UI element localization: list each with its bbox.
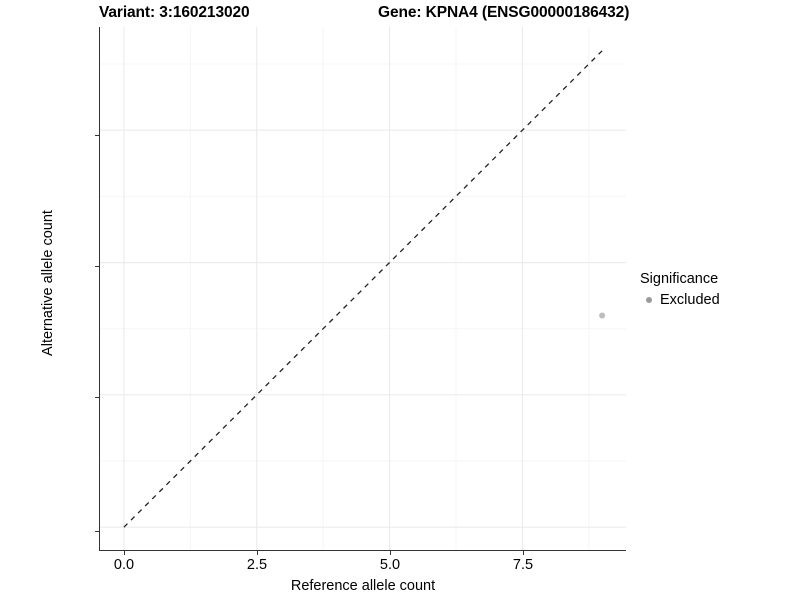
y-axis-line	[99, 27, 101, 551]
legend-items: Excluded	[640, 289, 795, 311]
y-tick-mark	[95, 531, 99, 533]
x-tick-label: 0.0	[113, 557, 135, 573]
x-tick-label: 5.0	[379, 557, 401, 573]
plot-svg	[100, 27, 626, 551]
scatter-points	[599, 312, 606, 319]
legend-dot-icon	[646, 297, 652, 303]
legend: Significance Excluded	[640, 270, 795, 311]
y-tick-mark	[95, 397, 99, 399]
plot-panel	[100, 27, 626, 551]
legend-item[interactable]: Excluded	[640, 289, 795, 311]
identity-reference-line	[123, 50, 603, 528]
legend-item-label: Excluded	[660, 292, 720, 308]
variant-title: Variant: 3:160213020	[99, 4, 250, 21]
minor-gridlines	[100, 27, 626, 551]
legend-title: Significance	[640, 271, 719, 287]
x-tick-label: 2.5	[246, 557, 268, 573]
x-tick-label: 7.5	[512, 557, 534, 573]
legend-key-swatch	[640, 291, 658, 309]
chart-title-row: Variant: 3:160213020 Gene: KPNA4 (ENSG00…	[0, 4, 800, 28]
x-tick-mark	[390, 551, 392, 555]
x-tick-mark	[523, 551, 525, 555]
major-gridlines	[100, 27, 626, 551]
x-tick-mark	[257, 551, 259, 555]
y-tick-mark	[95, 135, 99, 137]
y-tick-mark	[95, 266, 99, 268]
x-axis-line	[99, 550, 626, 552]
scatter-point[interactable]	[599, 312, 606, 319]
y-axis-ticks: 7.55.02.50.0	[0, 0, 99, 600]
x-axis-label: Reference allele count	[290, 578, 436, 594]
gene-title: Gene: KPNA4 (ENSG00000186432)	[378, 4, 630, 21]
x-tick-mark	[124, 551, 126, 555]
